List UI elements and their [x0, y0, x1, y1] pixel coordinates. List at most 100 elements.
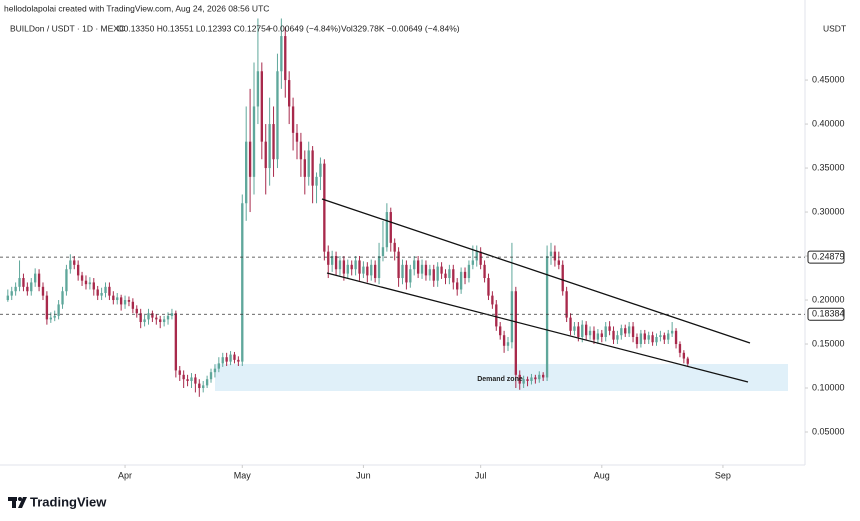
candle-body: [573, 326, 576, 331]
candle-body: [159, 319, 162, 323]
candle-body: [37, 273, 41, 287]
candle-body: [127, 300, 131, 302]
candle-body: [659, 335, 662, 337]
candle-body: [76, 264, 80, 276]
candle-body: [635, 336, 639, 345]
candle-body: [45, 295, 49, 320]
candle-body: [73, 260, 76, 265]
candle-body: [389, 212, 392, 243]
candle-body: [319, 163, 322, 177]
candle-body: [362, 266, 365, 274]
candle-body: [166, 315, 170, 320]
candle-body: [61, 291, 64, 305]
candle-body: [381, 247, 385, 257]
candle-body: [678, 344, 682, 353]
candle-body: [588, 330, 592, 336]
symbol: BUILDon / USDT · 1D · MEXC: [10, 23, 125, 33]
candle-body: [413, 260, 416, 270]
x-tick-label: Sep: [715, 470, 731, 480]
level-tag: [807, 250, 845, 264]
candle-body: [135, 308, 138, 314]
candle-body: [538, 374, 541, 380]
candle-body: [416, 260, 420, 274]
candle-body: [139, 313, 142, 323]
candle-body: [202, 385, 205, 389]
candle-body: [663, 335, 666, 340]
candle-body: [57, 304, 60, 316]
candle-body: [41, 286, 45, 296]
candle-body: [92, 282, 95, 290]
candle-body: [288, 80, 291, 107]
x-tick-label: Jun: [356, 470, 371, 480]
candle-body: [479, 251, 482, 265]
candle-body: [612, 330, 615, 340]
candle-body: [604, 326, 607, 337]
candle-body: [84, 280, 88, 285]
x-tick-label: Apr: [118, 470, 132, 480]
candle-body: [346, 264, 349, 274]
candle-body: [116, 297, 119, 301]
candle-body: [553, 251, 557, 261]
candle-body: [448, 269, 451, 279]
candle-body: [354, 260, 357, 270]
candle-body: [217, 363, 221, 369]
candle-body: [291, 106, 295, 133]
candle-body: [639, 333, 643, 345]
candle-body: [299, 141, 303, 160]
candle-body: [428, 269, 432, 276]
candle-body: [530, 377, 533, 381]
candle-body: [581, 324, 584, 337]
candle-body: [194, 377, 197, 384]
candle-body: [209, 372, 213, 380]
candle-body: [526, 379, 529, 381]
x-tick-label: Jul: [475, 470, 487, 480]
y-tick-label: 0.40000: [812, 118, 845, 128]
candle-body: [18, 278, 21, 287]
level-label: 0.18384: [812, 309, 845, 319]
candle-body: [182, 374, 185, 380]
candle-body: [608, 326, 611, 331]
candle-body: [467, 264, 471, 279]
candle-body: [444, 273, 447, 279]
candle-body: [268, 124, 271, 169]
candle-body: [221, 357, 224, 364]
candle-body: [350, 264, 353, 270]
y-tick-label: 0.30000: [812, 206, 845, 216]
candle-body: [233, 354, 236, 360]
candle-body: [155, 317, 158, 320]
candle-body: [366, 266, 369, 276]
candle-body: [651, 335, 654, 343]
candle-body: [100, 292, 103, 296]
y-tick-label: 0.20000: [812, 294, 845, 304]
trendline-lower: [326, 272, 749, 383]
candle-body: [577, 326, 580, 337]
candle-body: [436, 266, 439, 281]
candle-body: [452, 269, 455, 283]
candle-body: [108, 286, 111, 296]
candle-body: [487, 278, 490, 296]
candle-body: [245, 141, 248, 204]
candle-body: [549, 251, 553, 257]
candle-body: [686, 358, 689, 364]
candle-body: [22, 278, 25, 287]
candle-body: [569, 317, 572, 331]
candle-body: [295, 132, 299, 142]
candle-body: [456, 282, 459, 290]
candle-body: [459, 271, 463, 290]
candle-body: [471, 260, 475, 265]
candle-body: [432, 269, 435, 281]
y-tick-label: 0.45000: [812, 74, 845, 84]
candle-body: [377, 256, 381, 279]
candle-body: [596, 333, 600, 340]
candle-body: [88, 282, 92, 285]
volume: Vol329.78K −0.00649 (−4.84%): [341, 23, 460, 33]
candle-body: [373, 264, 377, 279]
candle-body: [674, 330, 678, 345]
candle-body: [162, 319, 166, 323]
candle-body: [647, 335, 650, 340]
x-tick-label: Aug: [594, 470, 610, 480]
candle-body: [53, 315, 56, 318]
candle-body: [205, 379, 209, 386]
demand-zone-label: Demand zone: [477, 376, 523, 383]
candle-body: [584, 324, 588, 336]
